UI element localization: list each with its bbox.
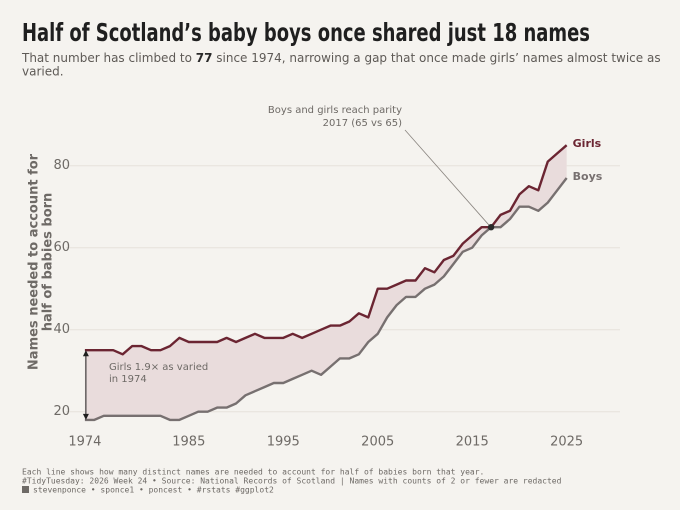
caption: Each line shows how many distinct names … [22, 468, 484, 477]
subtitle: That number has climbed to 77 since 1974… [21, 51, 661, 65]
y-tick-label: 60 [53, 240, 70, 255]
x-tick-label: 1995 [267, 435, 300, 450]
series-label: Girls [573, 137, 602, 150]
annotation: Boys and girls reach parity [268, 105, 402, 116]
series-line [84, 177, 568, 422]
subtitle-part: since 1974, narrowing a gap that once ma… [212, 51, 660, 65]
subtitle-highlight: 77 [196, 51, 213, 65]
annotation: Girls 1.9× as varied [109, 362, 208, 373]
y-label: Names needed to account for [27, 153, 42, 370]
caption: stevenponce • sponce1 • poncest • #rstat… [33, 486, 274, 495]
gap-ribbon [84, 145, 567, 420]
x-tick-label: 2005 [361, 435, 394, 450]
y-axis-title: Names needed to account for half of babi… [27, 153, 56, 370]
icon [22, 486, 29, 493]
subtitle-part: That number has climbed to [21, 51, 196, 65]
parity-point [487, 224, 495, 231]
y-tick-label: 40 [53, 322, 70, 337]
subtitle: varied. [22, 65, 64, 79]
series-line [84, 144, 568, 356]
x-tick-label: 2015 [456, 435, 489, 450]
annotation: in 1974 [109, 374, 147, 385]
y-label: half of babies born [41, 193, 56, 332]
y-tick-label: 20 [53, 404, 70, 419]
y-tick-label: 80 [53, 158, 70, 173]
arrow-head [82, 350, 89, 357]
chart-title: Half of Scotland’s baby boys once shared… [22, 18, 590, 47]
x-tick-label: 1974 [68, 435, 101, 450]
annotation-leader [404, 129, 490, 226]
x-tick-label: 1985 [172, 435, 205, 450]
arrow-head [82, 413, 89, 420]
x-tick-label: 2025 [550, 435, 583, 450]
series-label: Boys [573, 170, 603, 183]
caption: #TidyTuesday: 2026 Week 24 • Source: Nat… [22, 477, 562, 486]
annotation: 2017 (65 vs 65) [323, 118, 402, 129]
